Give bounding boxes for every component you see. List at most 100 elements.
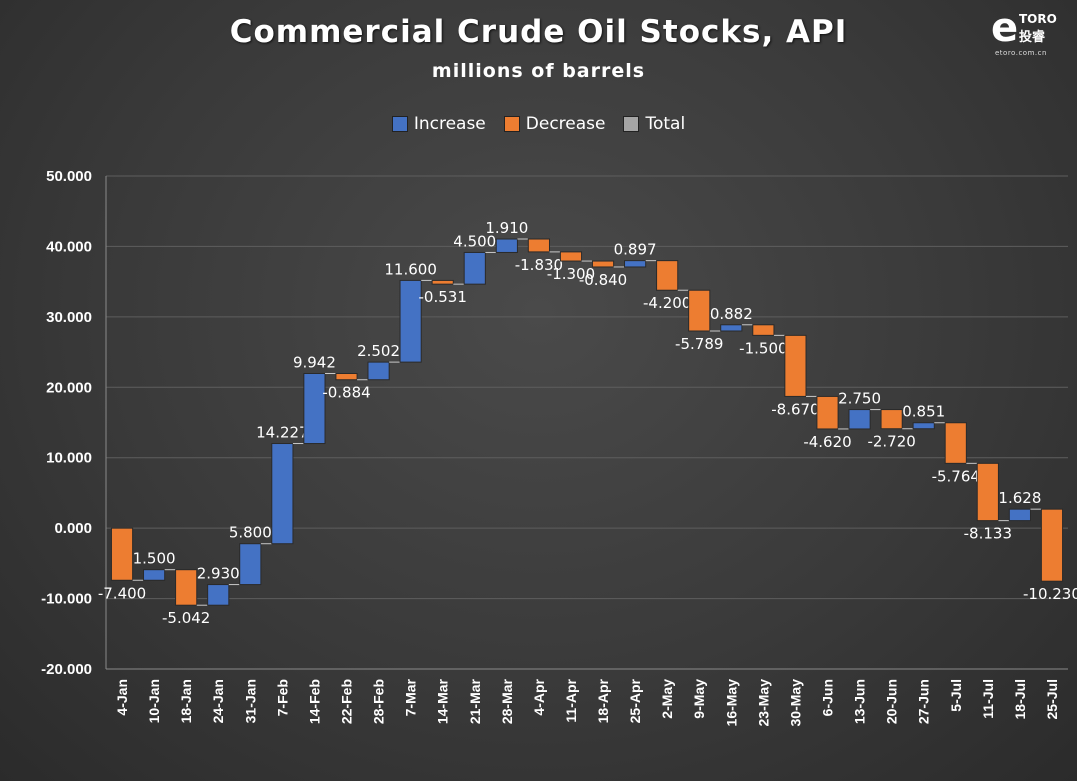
legend-swatch-total [623,116,640,132]
increase-bar[interactable] [367,361,390,381]
x-tick-label: 7-Mar [403,678,419,716]
increase-bar[interactable] [624,260,647,268]
decrease-bar[interactable] [110,527,134,581]
legend-item-total[interactable]: Total [623,114,685,134]
data-label: 2.930 [197,565,240,583]
data-label: 0.882 [710,305,753,323]
legend-label-decrease: Decrease [525,114,606,134]
y-tick-label: 50.000 [46,168,92,185]
y-tick-label: 10.000 [46,450,92,467]
data-label: -4.620 [803,433,851,451]
x-tick-label: 2-May [659,679,675,719]
x-tick-label: 4-Jan [114,679,130,716]
decrease-bar[interactable] [976,462,999,522]
x-tick-label: 25-Apr [627,678,643,723]
data-label: -7.400 [98,584,146,602]
x-tick-label: 9-May [691,679,707,719]
decrease-bar[interactable] [688,289,711,332]
increase-bar[interactable] [495,238,518,253]
data-label: 1.500 [133,550,176,568]
x-tick-label: 28-Feb [371,679,387,724]
x-tick-label: 7-Feb [274,679,290,716]
y-tick-label: -10.000 [41,591,92,608]
decrease-bar[interactable] [335,373,358,381]
data-label: -0.531 [419,288,467,306]
x-tick-label: 13-Jun [852,679,868,724]
data-label: 0.851 [902,403,945,421]
x-tick-label: 14-Mar [435,678,451,724]
increase-bar[interactable] [143,569,166,581]
data-label: 14.227 [256,424,309,442]
x-tick-label: 18-Jan [178,679,194,723]
etoro-logo: e TORO 投睿 etoro.com.cn [989,8,1059,60]
data-label: -5.789 [675,335,723,353]
decrease-bar[interactable] [591,260,615,268]
y-tick-label: 0.000 [54,520,92,537]
decrease-bar[interactable] [816,395,839,430]
x-tick-label: 25-Jul [1044,679,1060,719]
decrease-bar[interactable] [944,422,967,464]
decrease-bar[interactable] [656,260,679,291]
decrease-bar[interactable] [559,251,583,262]
increase-bar[interactable] [207,584,230,606]
data-label: -8.133 [964,525,1012,543]
data-label: -1.830 [515,256,563,274]
x-tick-label: 23-May [755,679,771,727]
y-tick-label: 40.000 [46,238,92,255]
legend-swatch-decrease [503,116,520,132]
data-label: -0.840 [579,271,627,289]
legend-label-total: Total [645,114,686,134]
increase-bar[interactable] [912,422,935,430]
x-tick-label: 21-Mar [467,678,483,724]
data-label: -5.764 [932,467,980,485]
increase-bar[interactable] [303,373,326,445]
increase-bar[interactable] [239,543,262,586]
decrease-bar[interactable] [431,279,454,285]
data-label: 11.600 [384,260,437,278]
increase-bar[interactable] [463,251,486,285]
x-tick-label: 28-Mar [499,678,515,724]
logo-brand: TORO [1019,12,1057,26]
chart-subtitle: millions of barrels [431,60,646,82]
logo-cn: 投睿 [1019,30,1046,45]
decrease-bar[interactable] [784,334,807,397]
increase-bar[interactable] [399,279,422,363]
increase-bar[interactable] [848,409,871,430]
x-tick-label: 22-Feb [339,679,355,724]
x-tick-label: 18-Jul [1012,679,1028,719]
data-label: -4.200 [643,294,691,312]
chart-legend: Increase Decrease Total [0,114,1077,134]
x-tick-label: 27-Jun [916,679,932,724]
x-tick-label: 5-Jul [948,679,964,712]
decrease-bar[interactable] [1040,508,1064,582]
data-label: 2.750 [838,390,881,408]
data-label: 5.800 [229,524,272,542]
x-tick-label: 16-May [723,679,739,727]
decrease-bar[interactable] [752,324,775,336]
x-tick-label: 30-May [787,679,803,727]
data-label: 2.502 [357,342,400,360]
data-label: 9.942 [293,354,336,372]
x-tick-label: 10-Jan [146,679,162,723]
legend-item-decrease[interactable]: Decrease [503,114,606,134]
increase-bar[interactable] [1008,508,1031,522]
decrease-bar[interactable] [880,409,903,430]
increase-bar[interactable] [720,324,743,332]
legend-swatch-increase [391,116,408,132]
data-label: -1.300 [547,265,595,283]
logo-url: etoro.com.cn [995,49,1047,57]
x-tick-label: 11-Apr [563,678,579,722]
data-label: 4.500 [453,232,496,250]
data-label: -0.884 [322,384,370,402]
x-tick-label: 20-Jun [884,679,900,724]
decrease-bar[interactable] [175,569,198,606]
data-label: -2.720 [867,433,915,451]
legend-item-increase[interactable]: Increase [391,114,486,134]
logo-mark: e [991,5,1019,51]
data-label: -5.042 [162,609,210,627]
data-label: -10.230 [1023,585,1077,603]
increase-bar[interactable] [271,443,294,545]
x-tick-label: 14-Feb [306,679,322,724]
decrease-bar[interactable] [527,238,550,253]
